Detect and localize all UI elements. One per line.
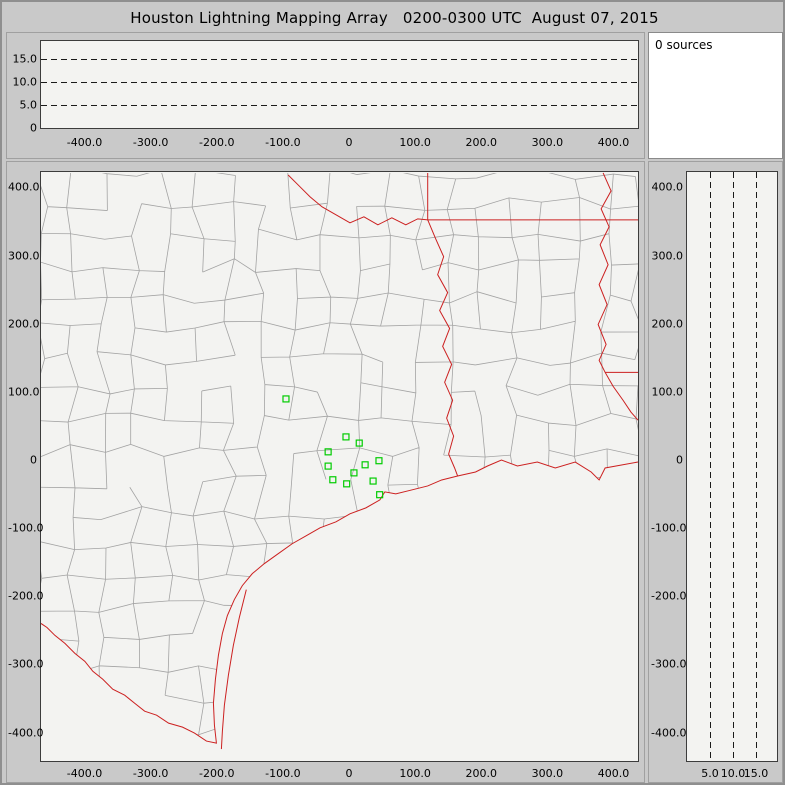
station-marker [361, 461, 369, 469]
tick-label: 300.0 [8, 249, 40, 263]
station-markers [282, 395, 384, 499]
station-marker [350, 469, 358, 477]
altitude-ew-panel: -400.0 -300.0 -200.0 -100.0 0 100.0 200.0 300.0… [6, 32, 645, 159]
altitude-ns-panel: 400.0 300.0 200.0 100.0 0 -100.0 -200.0 -300.0 -… [648, 161, 783, 783]
dashed-gridline [710, 172, 711, 761]
tick-label: -300.0 [8, 657, 44, 671]
tick-label: -300.0 [132, 767, 169, 780]
dashed-gridline [41, 105, 638, 106]
tick-label: 400.0 [597, 767, 630, 780]
county-lines [41, 172, 638, 744]
tick-label: -400.0 [651, 726, 687, 740]
plan-view-panel: -400.0 -300.0 -200.0 -100.0 0 100.0 200.0 300.0… [6, 161, 645, 783]
station-marker [342, 433, 350, 441]
tick-label: -100.0 [265, 136, 301, 149]
station-marker [355, 439, 363, 447]
tick-label: -200.0 [8, 589, 44, 603]
tick-label: 5.0 [701, 767, 719, 780]
plan-view-map-svg [41, 172, 638, 750]
tick-label: 300.0 [531, 767, 564, 780]
dashed-gridline [756, 172, 757, 761]
dashed-gridline [41, 82, 638, 83]
tick-label: -200.0 [199, 136, 235, 149]
tick-label: 400.0 [597, 136, 630, 149]
tick-label: 200.0 [465, 767, 498, 780]
source-count-panel: 0 sources [648, 32, 783, 159]
altitude-ew-plot[interactable] [40, 40, 639, 129]
tick-label: 200.0 [651, 317, 684, 331]
tick-label: 100.0 [399, 767, 431, 780]
tick-label: 15.0 [743, 767, 769, 780]
tick-label: -200.0 [199, 767, 235, 780]
tick-label: -400.0 [66, 767, 103, 780]
tick-label: 400.0 [8, 180, 40, 194]
tick-label: -100.0 [8, 521, 44, 535]
tick-label: 200.0 [8, 317, 40, 331]
altitude-ns-plot[interactable] [686, 171, 778, 762]
station-marker [324, 448, 332, 456]
station-marker [375, 457, 383, 465]
tick-label: 15.0 [12, 52, 38, 66]
dashed-gridline [733, 172, 734, 761]
tick-label: 5.0 [19, 98, 38, 112]
tick-label: -100.0 [651, 521, 687, 535]
tick-label: -300.0 [132, 136, 169, 149]
plan-view-plot[interactable] [40, 171, 639, 762]
station-marker [376, 491, 384, 499]
tick-label: 0 [345, 767, 353, 780]
tick-label: 0 [30, 121, 37, 135]
tick-label: 300.0 [651, 249, 684, 263]
tick-label: 10.0 [720, 767, 746, 780]
tick-label: 0 [676, 453, 683, 467]
source-count-label: 0 sources [655, 38, 713, 52]
tick-label: 400.0 [651, 180, 684, 194]
tick-label: 0 [30, 453, 37, 467]
tick-label: 100.0 [651, 385, 684, 399]
station-marker [343, 480, 351, 488]
tick-label: -300.0 [651, 657, 687, 671]
dashed-gridline [41, 59, 638, 60]
station-marker [282, 395, 290, 403]
station-marker [369, 477, 377, 485]
tick-label: -400.0 [8, 726, 44, 740]
tick-label: 200.0 [465, 136, 498, 149]
tick-label: 100.0 [399, 136, 431, 149]
tick-label: 300.0 [531, 136, 564, 149]
station-marker [324, 462, 332, 470]
tick-label: -100.0 [265, 767, 301, 780]
state-borders-and-coastline [41, 172, 638, 750]
station-marker [329, 476, 337, 484]
tick-label: 100.0 [8, 385, 40, 399]
tick-label: 10.0 [12, 75, 38, 89]
tick-label: -400.0 [66, 136, 103, 149]
tick-label: 0 [345, 136, 353, 149]
tick-label: -200.0 [651, 589, 687, 603]
window-title: Houston Lightning Mapping Array 0200-030… [130, 9, 659, 27]
